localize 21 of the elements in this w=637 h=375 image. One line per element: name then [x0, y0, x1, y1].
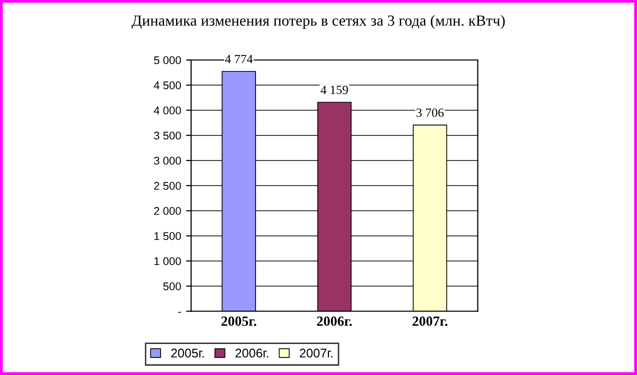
y-tick-label: 500 — [163, 282, 181, 290]
y-tick-label: 5 000 — [154, 56, 181, 64]
y-tick-label: 2 000 — [154, 207, 181, 215]
x-tick-label: 2006г. — [317, 316, 352, 326]
y-tick-label: 4 500 — [154, 81, 181, 90]
data-label: 3 706 — [416, 108, 444, 117]
y-tick-label: 2 500 — [154, 182, 181, 190]
x-tick-label: 2007г. — [412, 316, 448, 326]
chart-title: Динамика изменения потерь в сетях за 3 года (млн. кВтч) — [132, 15, 505, 29]
y-tick-label: 3 000 — [154, 156, 181, 165]
y-tick-label: 3 500 — [154, 132, 181, 140]
legend-label: 2006г. — [236, 348, 268, 358]
legend-label: 2007г. — [300, 348, 332, 358]
y-tick-label: 4 000 — [154, 106, 181, 114]
legend-label: 2005г. — [171, 348, 204, 358]
y-tick-label: 1 500 — [154, 232, 181, 240]
y-tick-label: - — [178, 312, 181, 313]
data-label: 4 774 — [225, 54, 253, 64]
data-label: 4 159 — [320, 86, 348, 94]
y-tick-label: 1 000 — [154, 257, 181, 266]
x-tick-label: 2005г. — [221, 316, 256, 326]
